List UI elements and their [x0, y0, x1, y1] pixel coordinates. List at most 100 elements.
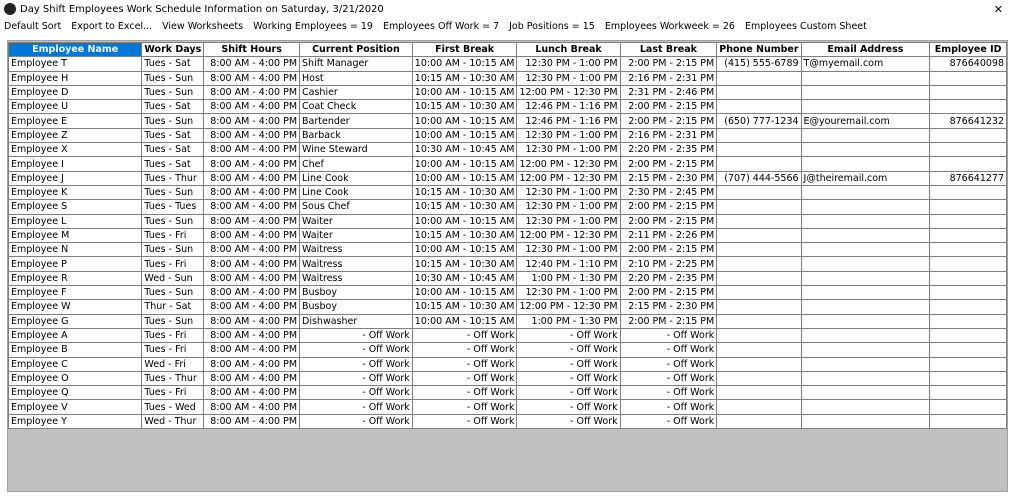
grid-cell[interactable]: (415) 555-6789 — [716, 56, 802, 72]
grid-cell[interactable]: 10:15 AM - 10:30 AM — [411, 256, 518, 272]
grid-cell[interactable]: Employee T — [7, 56, 143, 72]
grid-cell[interactable] — [716, 270, 802, 287]
grid-cell[interactable]: Tues - Sun — [141, 70, 205, 86]
grid-cell[interactable] — [716, 385, 802, 401]
grid-cell[interactable]: - Off Work — [619, 356, 718, 372]
grid-cell[interactable]: - Off Work — [411, 399, 518, 415]
grid-cell[interactable]: 12:00 PM - 12:30 PM — [516, 170, 621, 186]
grid-cell[interactable]: 8:00 AM - 4:00 PM — [203, 256, 301, 272]
grid-cell[interactable] — [800, 385, 931, 401]
grid-cell[interactable] — [716, 356, 802, 372]
grid-cell[interactable]: 12:30 PM - 1:00 PM — [516, 142, 621, 158]
grid-cell[interactable]: 10:00 AM - 10:15 AM — [411, 213, 518, 229]
grid-cell[interactable] — [716, 99, 802, 115]
grid-cell[interactable] — [929, 213, 1007, 229]
grid-cell[interactable]: Cashier — [299, 84, 413, 101]
grid-cell[interactable]: (650) 777-1234 — [716, 113, 802, 129]
grid-cell[interactable]: - Off Work — [619, 399, 718, 415]
grid-cell[interactable]: 8:00 AM - 4:00 PM — [203, 342, 301, 358]
grid-cell[interactable]: 10:15 AM - 10:30 AM — [411, 299, 518, 315]
grid-row[interactable]: Employee P Tues - Fri 8:00 AM - 4:00 PM Wai… — [7, 256, 1007, 272]
grid-cell[interactable]: 8:00 AM - 4:00 PM — [203, 170, 301, 186]
grid-cell[interactable]: Employee E — [7, 113, 143, 129]
grid-cell[interactable] — [800, 213, 931, 229]
grid-cell[interactable]: Tues - Sat — [141, 56, 205, 72]
grid-row[interactable]: Employee U Tues - Sat 8:00 AM - 4:00 PM Coa… — [7, 99, 1007, 115]
grid-cell[interactable]: 8:00 AM - 4:00 PM — [203, 113, 301, 129]
grid-cell[interactable]: 8:00 AM - 4:00 PM — [203, 313, 301, 329]
grid-cell[interactable] — [929, 356, 1007, 372]
grid-cell[interactable]: Employee B — [7, 342, 143, 358]
column-header[interactable]: Last Break — [619, 41, 718, 58]
menu-item[interactable]: Employees Workweek = 26 — [604, 21, 735, 32]
grid-row[interactable]: Employee K Tues - Sun 8:00 AM - 4:00 PM Lin… — [7, 184, 1007, 201]
grid-cell[interactable]: 10:15 AM - 10:30 AM — [411, 199, 518, 215]
grid-cell[interactable]: Employee K — [7, 184, 143, 201]
grid-row[interactable]: Employee T Tues - Sat 8:00 AM - 4:00 PM Shi… — [7, 56, 1007, 72]
grid-cell[interactable] — [929, 142, 1007, 158]
grid-cell[interactable] — [716, 184, 802, 201]
grid-cell[interactable]: - Off Work — [299, 399, 413, 415]
grid-cell[interactable]: 8:00 AM - 4:00 PM — [203, 227, 301, 244]
grid-cell[interactable] — [929, 84, 1007, 101]
grid-cell[interactable]: Waitress — [299, 242, 413, 258]
grid-cell[interactable]: - Off Work — [516, 356, 621, 372]
grid-cell[interactable] — [929, 227, 1007, 244]
grid-cell[interactable]: Tues - Sun — [141, 242, 205, 258]
grid-cell[interactable]: Tues - Fri — [141, 256, 205, 272]
grid-cell[interactable]: 2:00 PM - 2:15 PM — [619, 199, 718, 215]
grid-cell[interactable] — [929, 256, 1007, 272]
menu-item[interactable]: Export to Excel... — [71, 21, 153, 32]
grid-cell[interactable]: 10:00 AM - 10:15 AM — [411, 242, 518, 258]
grid-cell[interactable]: - Off Work — [411, 356, 518, 372]
grid-cell[interactable]: Tues - Sat — [141, 156, 205, 172]
grid-cell[interactable]: 2:00 PM - 2:15 PM — [619, 113, 718, 129]
grid-cell[interactable]: - Off Work — [619, 413, 718, 430]
grid-cell[interactable] — [800, 256, 931, 272]
grid-cell[interactable]: Tues - Fri — [141, 385, 205, 401]
grid-cell[interactable]: 2:00 PM - 2:15 PM — [619, 156, 718, 172]
grid-cell[interactable]: Chef — [299, 156, 413, 172]
grid-row[interactable]: Employee G Tues - Sun 8:00 AM - 4:00 PM Dis… — [7, 313, 1007, 329]
grid-cell[interactable]: 12:00 PM - 12:30 PM — [516, 156, 621, 172]
grid-cell[interactable]: Employee L — [7, 213, 143, 229]
grid-cell[interactable]: - Off Work — [619, 370, 718, 387]
grid-cell[interactable]: 10:00 AM - 10:15 AM — [411, 113, 518, 129]
grid-cell[interactable]: Employee I — [7, 156, 143, 172]
grid-cell[interactable]: 12:46 PM - 1:16 PM — [516, 113, 621, 129]
grid-cell[interactable]: Line Cook — [299, 184, 413, 201]
grid-cell[interactable] — [800, 327, 931, 344]
grid-cell[interactable] — [800, 370, 931, 387]
grid-cell[interactable] — [716, 227, 802, 244]
grid-cell[interactable] — [929, 156, 1007, 172]
grid-cell[interactable]: Employee V — [7, 399, 143, 415]
grid-cell[interactable]: E@youremail.com — [800, 113, 931, 129]
grid-cell[interactable]: Employee J — [7, 170, 143, 186]
menu-item[interactable]: Job Positions = 15 — [509, 21, 595, 32]
grid-cell[interactable]: Wed - Sun — [141, 270, 205, 287]
grid-cell[interactable] — [929, 342, 1007, 358]
grid-cell[interactable]: 2:00 PM - 2:15 PM — [619, 99, 718, 115]
grid-cell[interactable] — [800, 399, 931, 415]
grid-cell[interactable]: 12:30 PM - 1:00 PM — [516, 127, 621, 144]
grid-cell[interactable] — [800, 270, 931, 287]
grid-cell[interactable] — [929, 199, 1007, 215]
grid-cell[interactable]: Tues - Fri — [141, 342, 205, 358]
grid-cell[interactable]: - Off Work — [411, 327, 518, 344]
grid-cell[interactable]: Employee G — [7, 313, 143, 329]
grid-cell[interactable]: 2:15 PM - 2:30 PM — [619, 299, 718, 315]
grid-cell[interactable]: - Off Work — [299, 327, 413, 344]
column-header[interactable]: First Break — [411, 41, 518, 58]
column-header[interactable]: Shift Hours — [203, 41, 301, 58]
grid-cell[interactable]: 8:00 AM - 4:00 PM — [203, 270, 301, 287]
grid-cell[interactable]: Tues - Sun — [141, 285, 205, 301]
grid-cell[interactable] — [800, 184, 931, 201]
grid-cell[interactable] — [929, 242, 1007, 258]
grid-row[interactable]: Employee J Tues - Thur 8:00 AM - 4:00 PM Li… — [7, 170, 1007, 186]
grid-cell[interactable]: 10:15 AM - 10:30 AM — [411, 99, 518, 115]
grid-cell[interactable]: 8:00 AM - 4:00 PM — [203, 142, 301, 158]
grid-cell[interactable]: Employee W — [7, 299, 143, 315]
grid-cell[interactable]: 10:00 AM - 10:15 AM — [411, 84, 518, 101]
grid-cell[interactable]: 12:30 PM - 1:00 PM — [516, 285, 621, 301]
grid-cell[interactable] — [800, 156, 931, 172]
